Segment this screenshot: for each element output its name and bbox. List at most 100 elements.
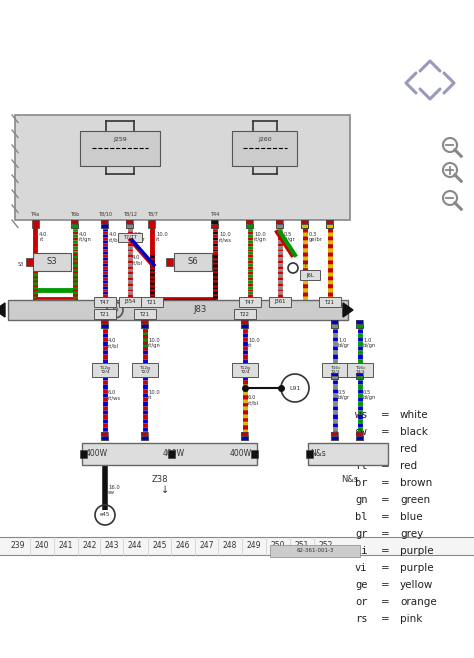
Bar	[134, 309, 156, 319]
Bar	[331, 320, 338, 328]
Bar	[101, 436, 109, 440]
Text: T16c
T2/2: T16c T2/2	[330, 366, 340, 374]
Bar	[356, 376, 364, 379]
Bar	[127, 224, 134, 228]
Text: J83: J83	[193, 305, 207, 315]
Text: T22: T22	[240, 311, 250, 316]
Text: =: =	[381, 529, 389, 539]
Bar	[331, 432, 338, 440]
Text: 249: 249	[247, 542, 261, 551]
Text: or: or	[355, 597, 367, 607]
Bar	[101, 432, 109, 440]
Bar	[233, 130, 298, 166]
Bar	[119, 297, 141, 307]
Text: purple: purple	[400, 546, 434, 556]
Text: T21: T21	[140, 311, 150, 316]
Text: 4.0
rt/bl: 4.0 rt/bl	[108, 338, 119, 348]
Bar	[241, 436, 248, 440]
Bar	[141, 297, 163, 307]
Text: rs: rs	[355, 614, 367, 624]
Bar	[72, 224, 79, 228]
Text: 10.0
rt/gn: 10.0 rt/gn	[148, 338, 161, 348]
Text: N&s: N&s	[341, 475, 359, 484]
Text: =: =	[381, 597, 389, 607]
Text: =: =	[381, 580, 389, 590]
Bar	[211, 224, 219, 228]
Text: 240: 240	[35, 542, 49, 551]
Text: T8/10: T8/10	[98, 212, 112, 217]
Bar	[327, 220, 334, 228]
Text: green: green	[400, 495, 430, 505]
Text: grey: grey	[400, 529, 423, 539]
Text: T8/7: T8/7	[146, 212, 157, 217]
Text: T4a: T4a	[30, 212, 39, 217]
Bar	[276, 224, 283, 228]
Bar	[82, 443, 257, 465]
Bar	[301, 224, 309, 228]
Text: purple: purple	[400, 563, 434, 573]
Bar	[72, 220, 79, 224]
Bar	[166, 258, 173, 266]
Text: 4.0
rt/gn: 4.0 rt/gn	[79, 232, 92, 242]
Bar	[331, 373, 338, 376]
Text: =: =	[381, 512, 389, 522]
Bar	[234, 309, 256, 319]
Bar	[356, 436, 364, 440]
Text: 0.5
rt/gr: 0.5 rt/gr	[284, 232, 296, 242]
Text: J260: J260	[258, 138, 272, 143]
Text: =: =	[381, 495, 389, 505]
Text: 4.0
rt: 4.0 rt	[39, 232, 47, 242]
Bar	[211, 220, 219, 228]
Text: =: =	[381, 410, 389, 420]
Text: 4.0
rt/bl: 4.0 rt/bl	[109, 232, 120, 242]
Text: 400W: 400W	[163, 449, 185, 459]
Bar	[142, 432, 148, 436]
Bar	[270, 545, 360, 557]
Bar	[174, 253, 212, 271]
Polygon shape	[0, 303, 5, 317]
Text: 400W: 400W	[86, 449, 108, 459]
Text: vi: vi	[355, 563, 367, 573]
Text: 10.0
rt: 10.0 rt	[156, 232, 168, 242]
Bar	[101, 432, 109, 436]
Text: gn: gn	[355, 495, 367, 505]
Bar	[92, 363, 118, 377]
Bar	[33, 253, 71, 271]
Bar	[327, 224, 334, 228]
Bar	[331, 373, 338, 379]
Text: S3: S3	[46, 257, 57, 266]
Bar	[232, 363, 258, 377]
Bar	[331, 432, 338, 436]
Text: 10.0
rt: 10.0 rt	[248, 338, 260, 348]
Text: 6.0
rt/ws: 6.0 rt/ws	[108, 390, 121, 401]
Bar	[327, 224, 334, 228]
Bar	[301, 220, 309, 224]
Bar	[252, 450, 258, 458]
Text: T7/T7: T7/T7	[123, 234, 137, 240]
Text: T12g
T2/2: T12g T2/2	[139, 366, 151, 374]
Text: 400W: 400W	[230, 449, 252, 459]
Text: 0.5
bl/gr: 0.5 bl/gr	[338, 390, 350, 401]
Text: li: li	[355, 546, 367, 556]
Bar	[168, 450, 175, 458]
Bar	[72, 220, 79, 228]
Text: e45: e45	[100, 513, 110, 517]
Bar	[356, 320, 364, 324]
Text: 252: 252	[319, 542, 333, 551]
Bar	[327, 220, 334, 224]
Bar	[15, 115, 350, 220]
Text: 16.0
sw: 16.0 sw	[108, 485, 120, 495]
Bar	[331, 436, 338, 440]
Text: 245: 245	[153, 542, 167, 551]
Text: N&s: N&s	[310, 449, 326, 459]
Text: L91: L91	[289, 386, 301, 390]
Bar	[132, 363, 158, 377]
Text: ws: ws	[355, 410, 367, 420]
Text: =: =	[381, 444, 389, 454]
Text: ?: ?	[303, 262, 307, 268]
Bar	[319, 297, 341, 307]
Bar	[246, 220, 254, 224]
Text: 0.5
rt/gr: 0.5 rt/gr	[134, 232, 146, 242]
Text: 0.5
bl/gn: 0.5 bl/gn	[363, 390, 376, 401]
Bar	[246, 224, 254, 228]
